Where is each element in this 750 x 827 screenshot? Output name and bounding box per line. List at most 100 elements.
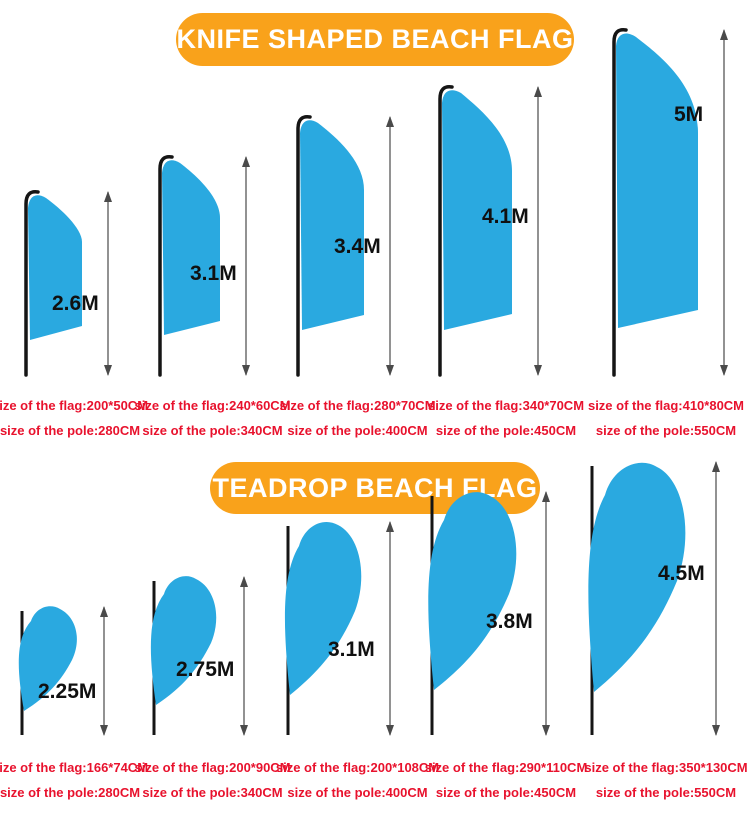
pole-size-text: size of the pole:550CM xyxy=(595,785,737,800)
flag-spec: size of the flag:410*80CM size of the po… xyxy=(582,392,750,438)
teardrop-flag-graphic xyxy=(18,606,108,736)
arrow-down-icon xyxy=(534,365,542,376)
flag-size-text: size of the flag:240*60CM xyxy=(134,398,291,413)
knife-flag-graphic xyxy=(612,28,728,377)
knife-flag-graphic xyxy=(158,155,250,377)
arrow-up-icon xyxy=(386,521,394,532)
arrow-up-icon xyxy=(104,191,112,202)
pole-size-text: size of the pole:280CM xyxy=(0,785,141,800)
flag-size-text: size of the flag:340*70CM xyxy=(427,398,585,413)
height-measurement-label: 2.25M xyxy=(38,680,97,703)
arrow-down-icon xyxy=(104,365,112,376)
height-measurement-label: 3.1M xyxy=(190,262,237,285)
flag-pole xyxy=(24,190,40,377)
flag-spec: size of the flag:166*74CM size of the po… xyxy=(0,754,148,800)
flag-size-text: size of the flag:350*130CM xyxy=(584,760,748,775)
height-measurement-label: 2.6M xyxy=(52,292,99,315)
knife-flag-figure-5: 5M xyxy=(604,22,738,377)
height-measurement-label: 4.5M xyxy=(658,562,705,585)
flag-pole xyxy=(158,155,174,377)
pole-size-text: size of the pole:400CM xyxy=(287,785,428,800)
teardrop-spec-labels: size of the flag:166*74CM size of the po… xyxy=(0,754,750,800)
knife-flag-figure-4: 4.1M xyxy=(430,79,552,377)
flag-spec: size of the flag:240*60CM size of the po… xyxy=(134,392,290,438)
knife-spec-labels: size of the flag:200*50CM size of the po… xyxy=(0,392,750,438)
arrow-up-icon xyxy=(242,156,250,167)
flag-cloth xyxy=(162,160,220,335)
arrow-up-icon xyxy=(386,116,394,127)
knife-flags-area: 2.6M 3.1M 3.4M xyxy=(0,20,750,390)
flag-size-text: size of the flag:200*50CM xyxy=(0,398,149,413)
flag-cloth xyxy=(28,195,82,340)
height-measurement-label: 5M xyxy=(674,103,704,126)
arrow-down-icon xyxy=(386,365,394,376)
teardrop-flag-graphic xyxy=(150,576,248,736)
flag-cloth xyxy=(616,33,698,329)
knife-flag-figure-3: 3.4M xyxy=(288,109,404,377)
flag-cloth xyxy=(428,492,517,690)
arrow-down-icon xyxy=(386,725,394,736)
arrow-down-icon xyxy=(242,365,250,376)
flag-cloth xyxy=(300,120,364,331)
height-measurement-label: 3.4M xyxy=(334,235,381,258)
teardrop-flag-figure-1: 2.25M xyxy=(14,599,118,737)
teardrop-flag-figure-5: 4.5M xyxy=(584,454,732,737)
knife-section-title: KNIFE SHAPED BEACH FLAG xyxy=(176,24,574,54)
height-measurement-label: 2.75M xyxy=(176,658,235,681)
flag-pole xyxy=(612,28,628,377)
flag-size-text: size of the flag:200*108CM xyxy=(275,760,440,775)
pole-size-text: size of the pole:450CM xyxy=(435,423,577,438)
teardrop-flag-graphic xyxy=(428,491,550,736)
pole-size-text: size of the pole:450CM xyxy=(435,785,577,800)
flag-spec: size of the flag:350*130CM size of the p… xyxy=(582,754,750,800)
teardrop-flag-figure-4: 3.8M xyxy=(424,484,560,737)
flag-pole xyxy=(296,115,312,377)
arrow-down-icon xyxy=(100,725,108,736)
flag-size-text: size of the flag:280*70CM xyxy=(279,398,436,413)
flag-spec: size of the flag:340*70CM size of the po… xyxy=(427,392,585,438)
teardrop-flag-figure-3: 3.1M xyxy=(280,514,404,737)
flag-spec: size of the flag:290*110CM size of the p… xyxy=(425,754,588,800)
knife-flag-figure-1: 2.6M xyxy=(16,184,122,377)
arrow-up-icon xyxy=(100,606,108,617)
knife-section-title-banner: KNIFE SHAPED BEACH FLAG xyxy=(176,13,574,66)
teardrop-flag-figure-2: 2.75M xyxy=(146,569,258,737)
height-measurement-label: 3.1M xyxy=(328,638,375,661)
arrow-up-icon xyxy=(240,576,248,587)
arrow-up-icon xyxy=(534,86,542,97)
pole-size-text: size of the pole:340CM xyxy=(142,423,283,438)
flag-spec: size of the flag:200*50CM size of the po… xyxy=(0,392,148,438)
teardrop-flag-graphic xyxy=(284,521,394,736)
arrow-down-icon xyxy=(240,725,248,736)
arrow-up-icon xyxy=(542,491,550,502)
flag-cloth xyxy=(18,606,77,711)
flag-spec: size of the flag:200*108CM size of the p… xyxy=(276,754,439,800)
height-measurement-label: 4.1M xyxy=(482,205,529,228)
flag-cloth xyxy=(150,576,217,705)
arrow-up-icon xyxy=(712,461,720,472)
knife-flag-graphic xyxy=(296,115,394,377)
flag-spec: size of the flag:200*90CM size of the po… xyxy=(134,754,290,800)
flag-size-text: size of the flag:166*74CM xyxy=(0,760,149,775)
height-measurement-label: 3.8M xyxy=(486,610,533,633)
arrow-down-icon xyxy=(720,365,728,376)
flag-size-text: size of the flag:290*110CM xyxy=(424,760,588,775)
pole-size-text: size of the pole:550CM xyxy=(595,423,737,438)
teardrop-flag-graphic xyxy=(588,461,720,736)
flag-size-text: size of the flag:200*90CM xyxy=(134,760,291,775)
knife-flag-graphic xyxy=(438,85,542,377)
arrow-down-icon xyxy=(542,725,550,736)
knife-flag-graphic xyxy=(24,190,112,377)
flag-pole xyxy=(438,85,454,377)
flag-cloth xyxy=(442,90,512,331)
arrow-up-icon xyxy=(720,29,728,40)
arrow-down-icon xyxy=(712,725,720,736)
pole-size-text: size of the pole:280CM xyxy=(0,423,141,438)
pole-size-text: size of the pole:340CM xyxy=(142,785,283,800)
flag-spec: size of the flag:280*70CM size of the po… xyxy=(279,392,435,438)
flag-cloth xyxy=(588,462,686,692)
flag-size-text: size of the flag:410*80CM xyxy=(587,398,745,413)
knife-flag-figure-2: 3.1M xyxy=(150,149,260,377)
teardrop-flags-area: 2.25M 2.75M 3.1M xyxy=(0,450,750,750)
